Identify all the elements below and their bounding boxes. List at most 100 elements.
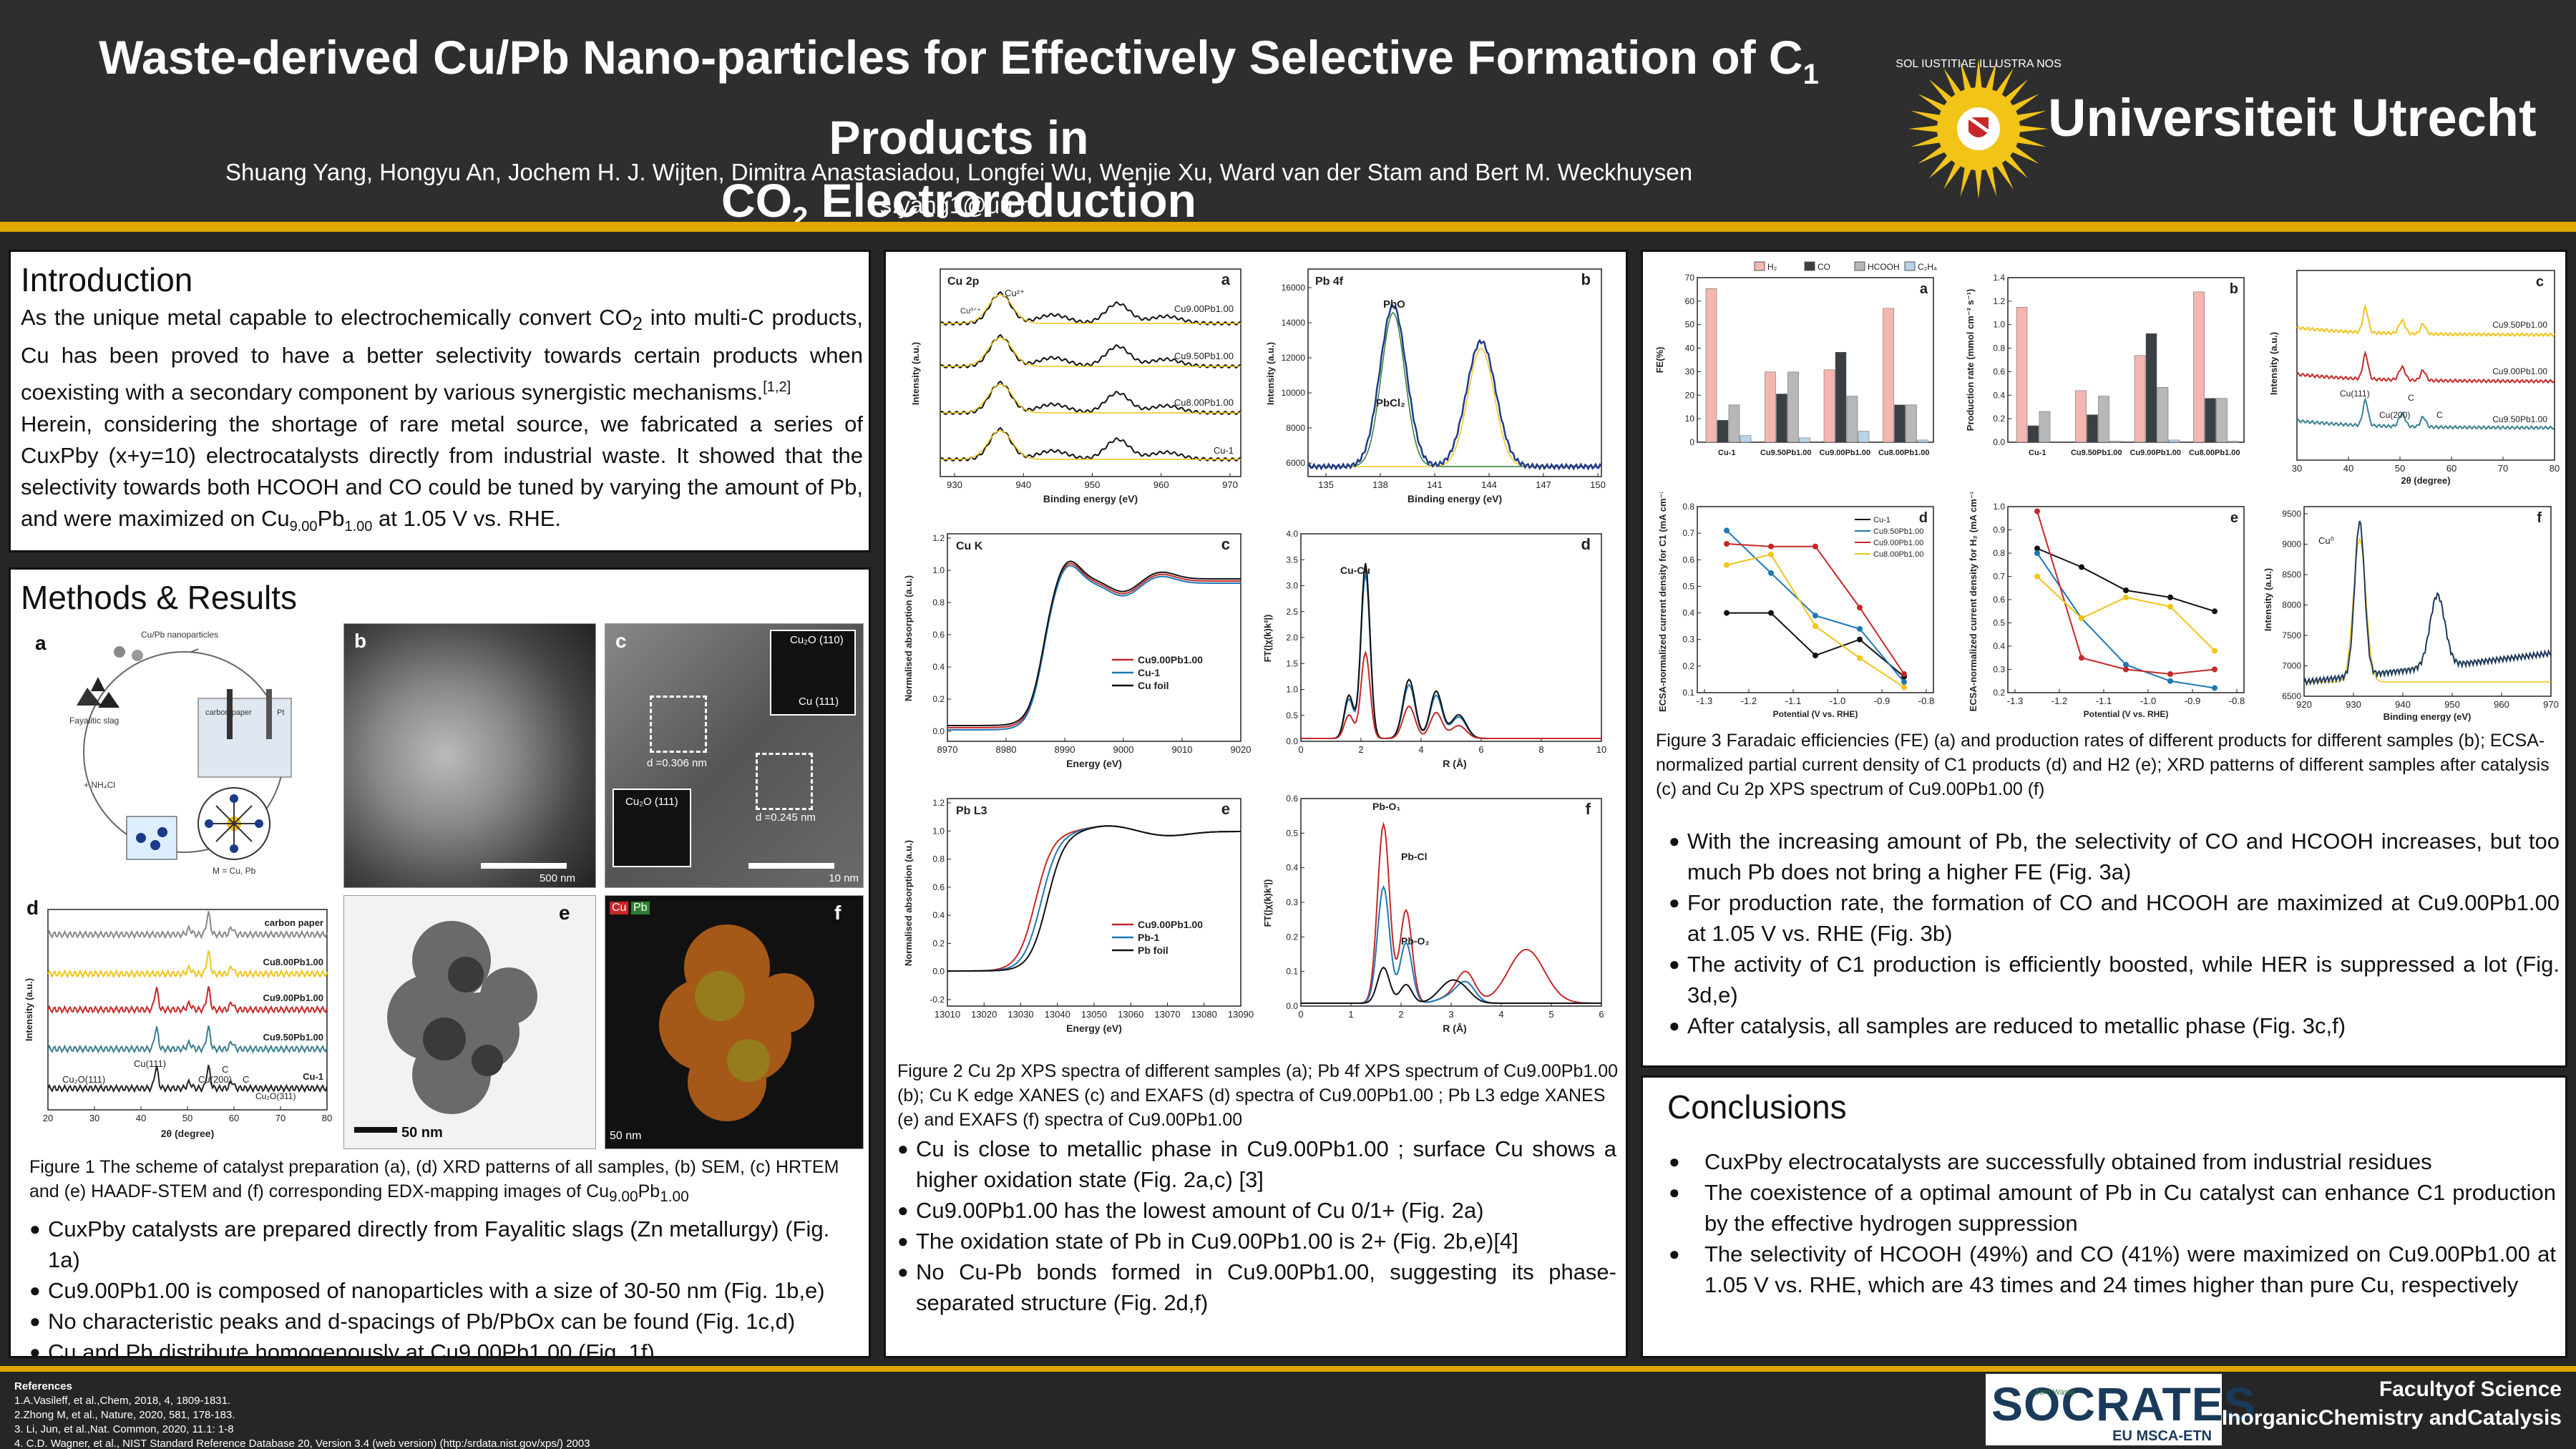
x-tick-label: 13090 [1228, 1009, 1254, 1020]
figure3-panel: a 70 60 50 40 30 20 10 0 FE(%) Cu-1 Cu9.50Pb1.00 Cu9… [1641, 250, 2567, 1068]
y-tick-label: 10000 [1282, 388, 1306, 398]
y-tick-label: 0.0 [932, 726, 945, 736]
sun-ray [2015, 135, 2046, 147]
y-tick-label: 0.6 [1682, 555, 1694, 565]
introduction-title: Introduction [21, 261, 193, 298]
plot-frame [1697, 277, 1934, 443]
bar [1799, 437, 1810, 443]
data-point [2212, 608, 2218, 615]
references: References 1.A.Vasileff, et al.,Chem, 20… [14, 1380, 590, 1449]
list-item: The activity of C1 production is efficie… [1669, 949, 2560, 1010]
peak-label: PbO [1383, 298, 1405, 311]
x-tick-label: 13030 [1008, 1009, 1033, 1020]
fig2c-cuk-xanes: Cu K c 8970 8980 8990 9000 9010 9020 1.2 1.0 0.8 0.… [897, 524, 1255, 789]
y-tick-label: 0.9 [1993, 525, 2005, 535]
legend-entry: CO [1818, 262, 1830, 272]
xanes-spectrum [947, 825, 1241, 972]
x-tick-label: -1.1 [2096, 696, 2112, 706]
data-point [2167, 603, 2173, 610]
plot-frame [2303, 506, 2552, 697]
category-label: Cu9.50Pb1.00 [1760, 449, 1812, 457]
series-label: Cu-1 [303, 1071, 323, 1082]
svg-text:Fayalitic slag: Fayalitic slag [69, 716, 119, 726]
x-tick-label: -1.3 [1697, 696, 1712, 706]
plot-frame [2007, 277, 2245, 443]
x-tick-label: -0.8 [2229, 696, 2245, 706]
panel-letter: c [1221, 535, 1230, 553]
peak-label: Cu(200) [198, 1074, 232, 1085]
legend-swatch [1854, 261, 1865, 271]
legend-swatch [1904, 261, 1916, 271]
bar [1894, 404, 1906, 443]
fig3-caption: Figure 3 Faradaic efficiencies (FE) (a) … [1656, 731, 2550, 799]
y-axis-label: Intensity (a.u.) [2263, 568, 2273, 631]
bar [1765, 371, 1776, 443]
y-tick-label: 6000 [1286, 458, 1305, 468]
panel-letter: a [1221, 270, 1231, 288]
plot-frame [1300, 798, 1602, 1007]
y-tick-label: 1.0 [1286, 685, 1298, 695]
y-axis-label: ECSA-normalized current density for C1 (… [1657, 492, 1668, 712]
fig3e-h2-current-density: e -1.3 -1.2 -1.1 -1.0 -0.9 -0.8 1.0 0.9 0.8 0.7 0.6… [1958, 488, 2258, 728]
fit-component [940, 430, 1241, 460]
bar [2193, 291, 2205, 443]
data-point [2123, 594, 2129, 600]
panel-letter: e [1221, 800, 1230, 818]
legend-entry: Cu foil [1138, 680, 1169, 691]
y-tick-label: 1.2 [1993, 296, 2005, 306]
x-tick-label: 141 [1427, 479, 1443, 490]
peak-label: Pb-O₁ [1372, 801, 1400, 812]
svg-text:+ NH₄Cl: + NH₄Cl [84, 780, 115, 790]
peak-label: Cu₂O(111) [62, 1074, 105, 1085]
x-axis-label: Binding energy (eV) [1043, 493, 1138, 504]
data-point [1768, 543, 1774, 550]
catalyst-preparation-scheme: Cu/Pb nanoparticles carbon paper Pt Faya… [69, 630, 292, 876]
category-label: Cu9.50Pb1.00 [2071, 449, 2122, 457]
legend-entry: Cu9.00Pb1.00 [1138, 654, 1203, 665]
peak-label: Cu²⁺ [1005, 288, 1025, 298]
faculty-info: Facultyof Science InorganicChemistry and… [2221, 1377, 2562, 1430]
x-tick-label: 144 [1481, 479, 1497, 490]
y-tick-label: 0.7 [1993, 572, 2005, 582]
y-tick-label: 1.0 [932, 826, 945, 836]
y-tick-label: 0.4 [1682, 608, 1694, 618]
exafs-spectrum [1301, 821, 1601, 1004]
sun-ray [1960, 165, 1972, 197]
sun-ray [1943, 160, 1962, 190]
bar [2216, 398, 2228, 443]
y-axis-label: FT(|χ(k)k²|) [1262, 615, 1273, 663]
y-tick-label: 0.2 [932, 938, 945, 948]
list-item: After catalysis, all samples are reduced… [1669, 1010, 2560, 1041]
panel-letter: b [1581, 270, 1591, 288]
x-tick-label: 60 [2446, 463, 2457, 474]
panel-title: Cu 2p [947, 275, 980, 288]
sun-ray [2004, 154, 2029, 179]
peak-label: C [222, 1064, 228, 1075]
bar [1776, 394, 1787, 443]
y-axis-label: FT(|χ(k)k²|) [1262, 879, 1273, 927]
y-tick-label: 1.5 [1286, 658, 1298, 668]
y-axis-label: Intensity (a.u.) [1265, 342, 1276, 405]
y-axis-label: Intensity (a.u.) [910, 342, 921, 405]
y-tick-label: 0.6 [1286, 794, 1298, 804]
bar [2098, 396, 2109, 443]
sun-ray [2004, 79, 2029, 104]
list-item: Cu and Pb distribute homogenously at Cu9… [29, 1337, 863, 1356]
x-axis-label: Energy (eV) [1066, 758, 1122, 769]
legend-entry: Cu-1 [1873, 516, 1890, 525]
category-label: Cu8.00Pb1.00 [2189, 449, 2240, 457]
fig2b-pb4f-xps: Pb 4f b 135 138 141 144 147 150 16000 14000 12000 1… [1258, 259, 1616, 524]
data-point [2167, 594, 2173, 600]
reference-item: 1.A.Vasileff, et al.,Chem, 2018, 4, 1809… [14, 1395, 231, 1407]
data-point [2079, 655, 2084, 661]
xrd-series [47, 1065, 328, 1093]
y-tick-label: 0.1 [1286, 967, 1298, 977]
xanes-spectrum [947, 825, 1241, 972]
legend-entry: C₂H₄ [1918, 262, 1937, 272]
legend-swatch [1804, 261, 1815, 271]
list-item: CuxPby electrocatalysts are successfully… [1669, 1146, 2556, 1177]
xps-spectrum [940, 333, 1241, 369]
peak-label: C [2408, 393, 2414, 403]
y-tick-label: 0.6 [932, 882, 945, 892]
data-point [1768, 570, 1774, 576]
